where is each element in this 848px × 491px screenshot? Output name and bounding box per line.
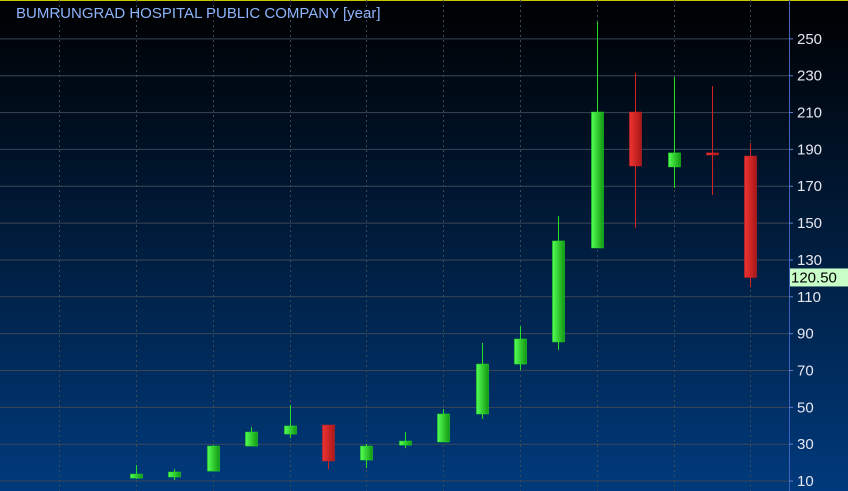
- candle-body: [399, 440, 412, 446]
- y-tick-label: 190: [797, 141, 822, 158]
- last-price-box: [790, 268, 848, 287]
- candle-body: [130, 473, 143, 479]
- candle-body: [706, 152, 719, 156]
- y-tick-label: 230: [797, 68, 822, 85]
- y-tick-label: 10: [797, 473, 814, 490]
- y-tick-label: 250: [797, 31, 822, 48]
- y-tick-label: 210: [797, 105, 822, 122]
- y-tick-label: 50: [797, 399, 814, 416]
- candle-body: [245, 431, 258, 447]
- candle-body: [591, 111, 604, 249]
- y-tick-label: 170: [797, 178, 822, 195]
- candle-body: [284, 425, 297, 435]
- candle-body: [629, 111, 642, 167]
- candle-body: [514, 338, 527, 365]
- candle-body: [322, 424, 335, 462]
- candle-body: [668, 152, 681, 168]
- candle-body: [168, 471, 181, 478]
- candle-body: [360, 445, 373, 461]
- chart-title: BUMRUNGRAD HOSPITAL PUBLIC COMPANY [year…: [16, 5, 381, 22]
- candle-body: [552, 240, 565, 343]
- y-tick-label: 90: [797, 326, 814, 343]
- candle-body: [437, 413, 450, 443]
- y-tick-label: 70: [797, 362, 814, 379]
- y-tick-label: 150: [797, 215, 822, 232]
- y-tick-label: 30: [797, 436, 814, 453]
- candle-body: [207, 445, 220, 472]
- y-tick-label: 110: [797, 289, 821, 306]
- y-tick-label: 130: [797, 252, 822, 269]
- candle-body: [744, 155, 757, 278]
- last-price-label: 120.50: [791, 269, 837, 286]
- candle-body: [476, 363, 489, 415]
